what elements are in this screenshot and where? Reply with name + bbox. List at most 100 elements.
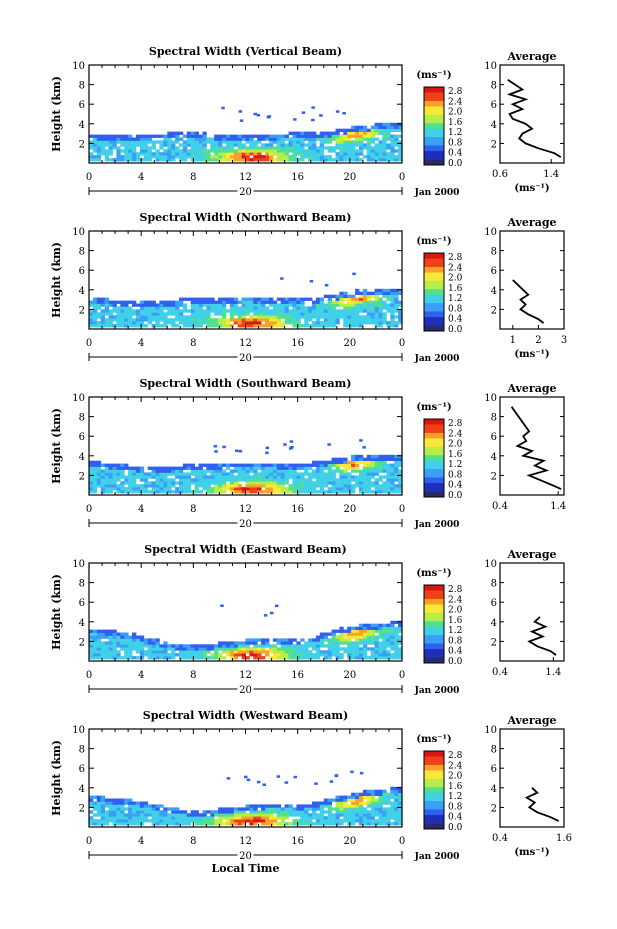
heatmap-cell — [398, 457, 403, 461]
heatmap-cell — [276, 638, 282, 642]
heatmap-cell — [355, 478, 360, 482]
heatmap-cell — [300, 472, 305, 476]
heatmap-cell — [374, 125, 379, 129]
heatmap-cell — [249, 143, 254, 147]
heatmap-cell — [220, 604, 224, 607]
heatmap-cell — [116, 484, 121, 488]
heatmap-cell — [159, 644, 164, 648]
heatmap-cell — [300, 303, 305, 307]
heatmap-cell — [339, 146, 344, 150]
heatmap-cell — [315, 481, 321, 485]
heatmap-cell — [171, 303, 176, 307]
heatmap-cell — [171, 647, 176, 651]
heatmap-cell — [308, 140, 313, 144]
heatmap-cell — [315, 146, 321, 150]
heatmap-cell — [229, 309, 235, 313]
heatmap-cell — [253, 146, 258, 150]
heatmap-cell — [96, 481, 102, 485]
heatmap-cell — [241, 472, 246, 476]
heatmap-cell — [190, 321, 195, 325]
heatmap-cell — [241, 487, 246, 491]
heatmap-cell — [292, 321, 297, 325]
heatmap-cell — [335, 110, 340, 113]
heatmap-cell — [386, 481, 391, 485]
date-label: Jan 2000 — [414, 188, 460, 198]
heatmap-cell — [386, 472, 391, 476]
heatmap-cell — [331, 635, 336, 639]
heatmap-cell — [143, 807, 149, 811]
x-tick-label: 4 — [138, 836, 144, 847]
heatmap-cell — [300, 466, 305, 470]
colorbar-tick-label: 2.8 — [448, 585, 463, 595]
heatmap-cell — [378, 795, 383, 799]
heatmap-cell — [359, 650, 364, 654]
colorbar-tick-label: 2.8 — [448, 751, 463, 761]
colorbar-swatch — [424, 651, 444, 656]
colorbar-swatch — [424, 305, 444, 310]
heatmap-cell — [390, 291, 395, 295]
heatmap-cell — [171, 484, 176, 488]
heatmap-cell — [304, 481, 309, 485]
heatmap-cell — [382, 792, 387, 796]
heatmap-cell — [374, 807, 379, 811]
heatmap-cell — [284, 306, 289, 310]
avg-x-tick-label: 0.6 — [492, 169, 508, 180]
colorbar-swatch — [424, 787, 444, 791]
heatmap-cell — [382, 321, 387, 325]
heatmap-cell — [89, 795, 94, 799]
heatmap-cell — [182, 819, 188, 823]
heatmap-cell — [398, 653, 403, 657]
colorbar-swatch — [424, 770, 444, 774]
heatmap-cell — [96, 472, 102, 476]
heatmap-cell — [312, 807, 317, 811]
heatmap-cell — [104, 475, 109, 479]
heatmap-cell — [167, 819, 172, 823]
heatmap-cell — [128, 478, 133, 482]
heatmap-cell — [315, 303, 321, 307]
heatmap-cell — [359, 475, 364, 479]
heatmap-cell — [222, 134, 227, 138]
heatmap-cell — [253, 303, 258, 307]
heatmap-cell — [163, 656, 168, 660]
heatmap-cell — [233, 140, 239, 144]
heatmap-cell — [304, 650, 309, 654]
y-tick-label: 10 — [72, 61, 85, 72]
heatmap-cell — [261, 303, 266, 307]
colorbar-tick-label: 0.4 — [448, 647, 463, 657]
x-tick-label: 16 — [291, 172, 304, 183]
heatmap-cell — [108, 804, 113, 808]
heatmap-cell — [394, 822, 399, 826]
heatmap-cell — [182, 303, 188, 307]
heatmap-cell — [218, 137, 223, 141]
heatmap-cell — [100, 478, 105, 482]
heatmap-cell — [386, 629, 391, 633]
colorbar-swatch — [424, 637, 444, 642]
heatmap-cell — [139, 819, 145, 823]
heatmap-cell — [89, 143, 94, 147]
heatmap-cell — [253, 481, 258, 485]
heatmap-cell — [378, 822, 383, 826]
colorbar-swatch — [424, 255, 444, 259]
heatmap-cell — [112, 635, 117, 639]
heatmap-cell — [351, 484, 356, 488]
heatmap-cell — [276, 321, 282, 325]
heatmap-cell — [132, 484, 137, 488]
heatmap-cell — [135, 810, 141, 814]
heatmap-cell — [319, 813, 325, 817]
heatmap-cell — [151, 472, 156, 476]
heatmap-cell — [288, 490, 293, 494]
heatmap-cell — [241, 469, 246, 473]
colorbar-swatch — [424, 123, 444, 127]
heatmap-cell — [355, 792, 360, 796]
heatmap-cell — [139, 653, 145, 657]
heatmap-cell — [339, 140, 344, 144]
heatmap-cell — [96, 635, 102, 639]
heatmap-cell — [359, 626, 364, 630]
avg-y-tick-label: 8 — [491, 745, 497, 756]
heatmap-cell — [280, 650, 285, 654]
heatmap-cell — [202, 650, 207, 654]
heatmap-cell — [382, 798, 387, 802]
heatmap-cell — [112, 146, 117, 150]
heatmap-cell — [182, 644, 188, 648]
heatmap-cell — [327, 315, 332, 319]
